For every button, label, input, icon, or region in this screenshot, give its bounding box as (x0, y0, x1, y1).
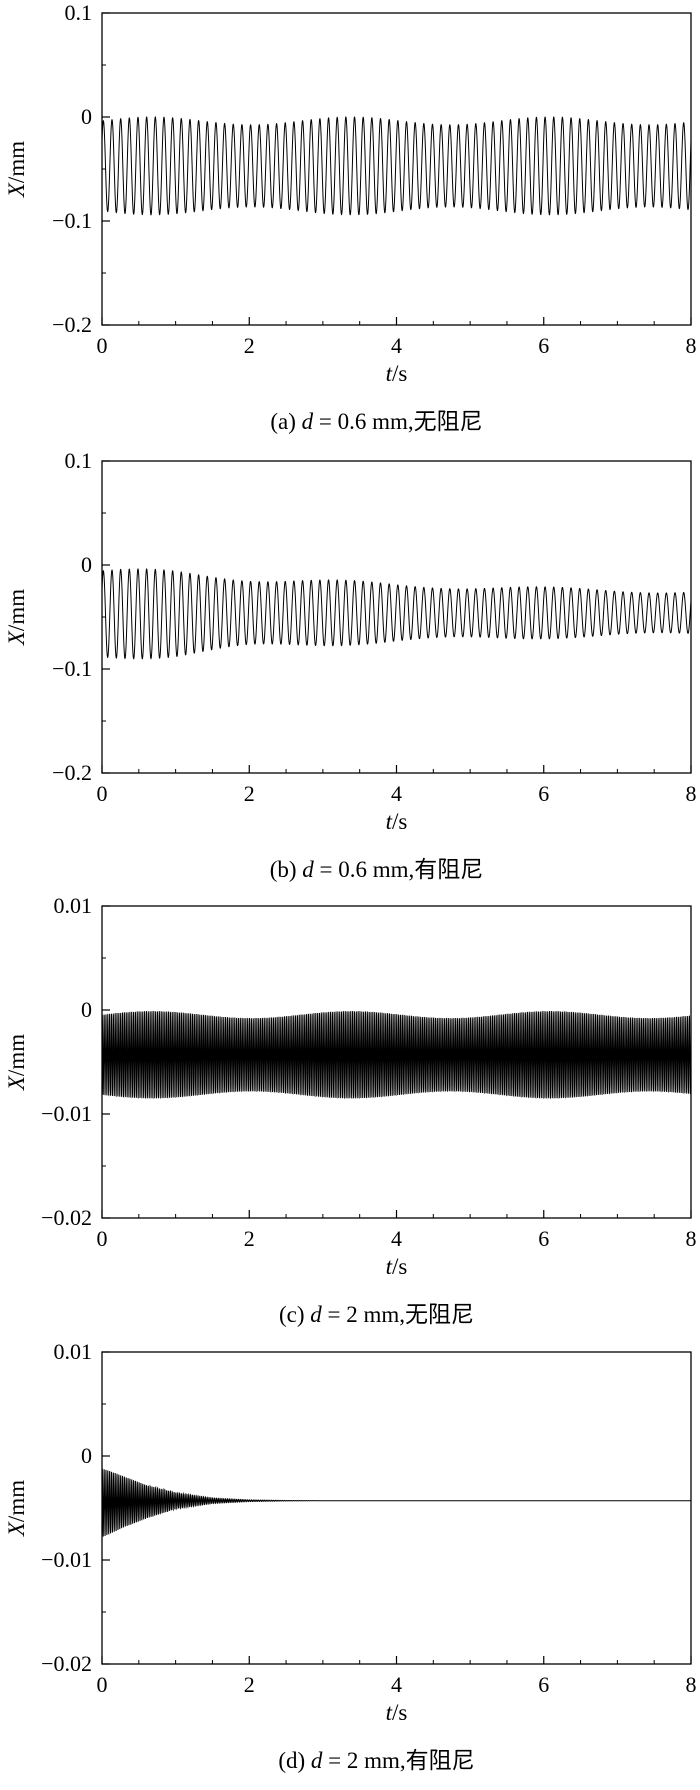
y-axis-var-c: X (4, 1075, 29, 1091)
x-tick-label-c-1: 2 (244, 1226, 255, 1251)
caption-prefix-d: (d) (278, 1748, 311, 1773)
caption-prefix-b: (b) (270, 857, 303, 882)
x-tick-label-d-4: 8 (686, 1672, 697, 1697)
x-tick-label-b-3: 6 (538, 781, 549, 806)
data-line-d-0 (102, 1468, 691, 1537)
chart-panel-a: 0 2 4 6 8 −0.2 −0.1 0 0.1 t/s X/mm (a) d = 0.6 mm,无… (4, 0, 697, 434)
y-tick-label-d-3: 0.01 (54, 1339, 93, 1364)
plot-frame-b (101, 460, 692, 774)
x-axis-title-b: t/s (386, 809, 408, 834)
y-tick-label-b-2: 0 (81, 552, 92, 577)
y-tick-label-c-3: 0.01 (54, 893, 93, 918)
plot-frame-d (101, 1351, 692, 1665)
y-axis-title-b: X/mm (4, 589, 29, 646)
x-tick-label-c-2: 4 (391, 1226, 402, 1251)
x-axis-var-b: t (386, 809, 393, 834)
y-axis-var-b: X (4, 630, 29, 646)
y-axis-unit-d: /mm (4, 1480, 29, 1522)
caption-rest-a: = 0.6 mm,无阻尼 (313, 409, 483, 434)
x-axis-var-d: t (386, 1700, 393, 1725)
data-line-c-0 (102, 1011, 691, 1100)
data-line-a-0 (102, 116, 691, 216)
y-tick-label-a-2: 0 (81, 104, 92, 129)
y-tick-label-d-2: 0 (81, 1443, 92, 1468)
caption-rest-c: = 2 mm,无阻尼 (322, 1302, 474, 1327)
chart-panel-d: 0 2 4 6 8 −0.02 −0.01 0 0.01 t/s X/mm (d) d = 2 mm,… (4, 1339, 697, 1773)
x-axis-title-c: t/s (386, 1254, 408, 1279)
x-axis-var-c: t (386, 1254, 393, 1279)
y-tick-label-a-0: −0.2 (52, 312, 92, 337)
x-tick-label-a-1: 2 (244, 333, 255, 358)
x-tick-label-b-1: 2 (244, 781, 255, 806)
caption-prefix-a: (a) (270, 409, 301, 434)
x-tick-label-d-1: 2 (244, 1672, 255, 1697)
caption-rest-d: = 2 mm,有阻尼 (322, 1748, 474, 1773)
caption-var-a: d (302, 409, 314, 434)
caption-a: (a) d = 0.6 mm,无阻尼 (270, 409, 482, 434)
x-axis-unit-a: /s (392, 361, 407, 386)
x-tick-label-c-0: 0 (97, 1226, 108, 1251)
y-axis-var-d: X (4, 1521, 29, 1537)
y-axis-title-a: X/mm (4, 141, 29, 198)
chart-panel-c: 0 2 4 6 8 −0.02 −0.01 0 0.01 t/s X/mm (c) d = 2 mm,… (4, 893, 697, 1327)
caption-rest-b: = 0.6 mm,有阻尼 (314, 857, 484, 882)
caption-d: (d) d = 2 mm,有阻尼 (278, 1748, 474, 1773)
y-axis-var-a: X (4, 182, 29, 198)
x-tick-label-a-0: 0 (97, 333, 108, 358)
y-axis-title-c: X/mm (4, 1034, 29, 1091)
x-tick-label-b-2: 4 (391, 781, 402, 806)
y-tick-label-a-1: −0.1 (52, 208, 92, 233)
x-tick-label-c-4: 8 (686, 1226, 697, 1251)
y-tick-label-d-0: −0.02 (41, 1651, 92, 1676)
x-tick-label-d-0: 0 (97, 1672, 108, 1697)
caption-b: (b) d = 0.6 mm,有阻尼 (270, 857, 484, 882)
y-tick-label-b-0: −0.2 (52, 760, 92, 785)
x-axis-unit-b: /s (392, 809, 407, 834)
y-tick-label-b-1: −0.1 (52, 656, 92, 681)
x-axis-var-a: t (386, 361, 393, 386)
y-tick-label-c-2: 0 (81, 997, 92, 1022)
caption-prefix-c: (c) (279, 1302, 310, 1327)
y-tick-label-a-3: 0.1 (65, 0, 93, 25)
caption-var-b: d (302, 857, 314, 882)
x-axis-title-a: t/s (386, 361, 408, 386)
y-tick-label-b-3: 0.1 (65, 448, 93, 473)
data-line-b-0 (102, 568, 691, 660)
y-axis-unit-c: /mm (4, 1034, 29, 1076)
x-tick-label-b-4: 8 (686, 781, 697, 806)
y-axis-unit-b: /mm (4, 589, 29, 631)
y-tick-label-d-1: −0.01 (41, 1547, 92, 1572)
x-tick-label-a-2: 4 (391, 333, 402, 358)
x-tick-label-d-3: 6 (538, 1672, 549, 1697)
x-axis-unit-d: /s (392, 1700, 407, 1725)
y-tick-label-c-0: −0.02 (41, 1205, 92, 1230)
x-axis-unit-c: /s (392, 1254, 407, 1279)
x-axis-title-d: t/s (386, 1700, 408, 1725)
y-axis-title-d: X/mm (4, 1480, 29, 1537)
plot-frame-a (101, 12, 692, 326)
x-tick-label-d-2: 4 (391, 1672, 402, 1697)
caption-c: (c) d = 2 mm,无阻尼 (279, 1302, 474, 1327)
y-axis-unit-a: /mm (4, 141, 29, 183)
caption-var-d: d (311, 1748, 323, 1773)
x-tick-label-b-0: 0 (97, 781, 108, 806)
caption-var-c: d (310, 1302, 322, 1327)
x-tick-label-c-3: 6 (538, 1226, 549, 1251)
y-tick-label-c-1: −0.01 (41, 1101, 92, 1126)
chart-panel-b: 0 2 4 6 8 −0.2 −0.1 0 0.1 t/s X/mm (b) d = 0.6 mm,有… (4, 448, 697, 882)
x-tick-label-a-4: 8 (686, 333, 697, 358)
x-tick-label-a-3: 6 (538, 333, 549, 358)
